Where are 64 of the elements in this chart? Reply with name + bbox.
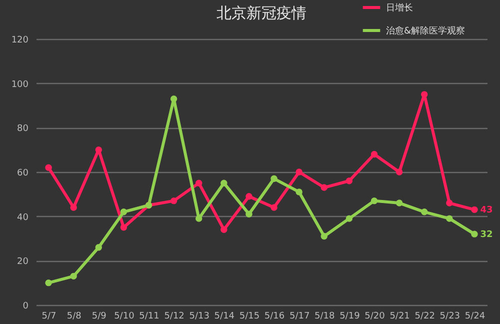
x-tick-label: 5/11 (139, 312, 160, 322)
point (196, 215, 202, 222)
point (320, 232, 328, 240)
point (170, 197, 178, 204)
x-tick-label: 5/16 (264, 312, 285, 322)
x-tick-label: 5/22 (414, 312, 435, 322)
point (196, 180, 202, 186)
legend-label: 治愈&解除医学观察 (386, 26, 466, 36)
point (270, 204, 278, 211)
point (370, 150, 378, 158)
y-tick-label: 80 (17, 124, 29, 134)
point (70, 272, 77, 280)
x-tick-label: 5/23 (440, 312, 460, 322)
point (246, 193, 252, 200)
point (446, 215, 453, 222)
point (296, 188, 302, 196)
x-tick-label: 5/24 (464, 312, 486, 322)
point (421, 208, 428, 216)
legend-label: 日增长 (386, 2, 413, 14)
point (45, 279, 52, 286)
point (346, 178, 353, 184)
point (95, 244, 102, 251)
x-tick-label: 5/9 (92, 312, 107, 322)
point (320, 184, 328, 191)
point (220, 226, 228, 233)
x-tick-label: 5/8 (66, 312, 82, 322)
point (246, 210, 252, 218)
point (170, 96, 178, 102)
point (446, 200, 453, 206)
x-tick-label: 5/7 (42, 312, 56, 322)
point (346, 215, 353, 222)
x-tick-label: 5/12 (164, 312, 184, 322)
y-tick-label: 60 (17, 168, 29, 178)
point (220, 180, 228, 186)
x-tick-label: 5/13 (189, 312, 210, 322)
x-tick-label: 5/20 (364, 312, 386, 322)
x-tick-label: 5/17 (289, 312, 310, 322)
point (396, 200, 403, 206)
chart-title: 北京新冠疫情 (216, 4, 306, 22)
x-tick-label: 5/15 (239, 312, 260, 322)
data-label: 43 (480, 206, 493, 216)
point (95, 146, 102, 154)
point (396, 168, 403, 176)
point (45, 164, 52, 171)
y-tick-label: 120 (11, 36, 29, 46)
point (421, 91, 428, 98)
x-tick-label: 5/21 (390, 312, 410, 322)
point (270, 175, 278, 182)
x-tick-label: 5/10 (114, 312, 135, 322)
x-tick-label: 5/14 (214, 312, 235, 322)
y-tick-label: 0 (22, 302, 29, 312)
point (471, 206, 478, 214)
point (471, 230, 478, 238)
y-tick-label: 40 (17, 212, 29, 223)
x-tick-label: 5/18 (314, 312, 336, 322)
y-tick-label: 20 (17, 257, 29, 268)
point (120, 224, 128, 231)
point (70, 204, 77, 211)
x-tick-label: 5/19 (340, 312, 360, 322)
point (296, 168, 302, 176)
point (120, 208, 128, 216)
y-tick-label: 100 (11, 80, 29, 90)
point (370, 197, 378, 204)
data-label: 32 (480, 230, 493, 240)
